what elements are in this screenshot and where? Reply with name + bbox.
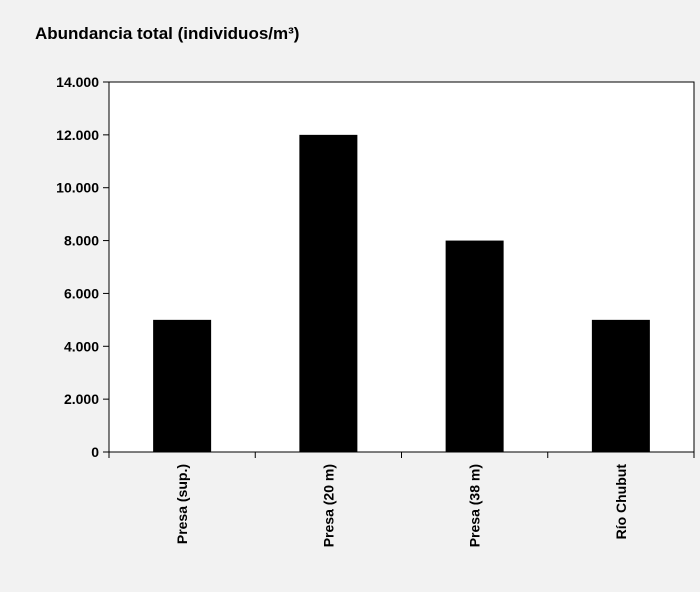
y-tick-label: 0: [91, 444, 99, 460]
x-tick-label: Presa (20 m): [320, 464, 336, 547]
bar: [299, 134, 358, 452]
y-tick-label: 10.000: [56, 180, 99, 196]
x-tick-label: Presa (38 m): [467, 464, 483, 547]
x-tick-label: Presa (sup.): [174, 464, 190, 544]
y-tick-label: 8.000: [64, 233, 99, 249]
bar: [153, 319, 212, 452]
bar: [591, 319, 650, 452]
bar: [445, 240, 504, 452]
y-tick-label: 14.000: [56, 74, 99, 90]
y-tick-label: 6.000: [64, 285, 99, 301]
chart-title: Abundancia total (individuos/m³): [35, 24, 300, 43]
y-tick-label: 2.000: [64, 391, 99, 407]
y-tick-label: 12.000: [56, 127, 99, 143]
x-tick-label: Río Chubut: [613, 464, 629, 540]
y-tick-label: 4.000: [64, 338, 99, 354]
